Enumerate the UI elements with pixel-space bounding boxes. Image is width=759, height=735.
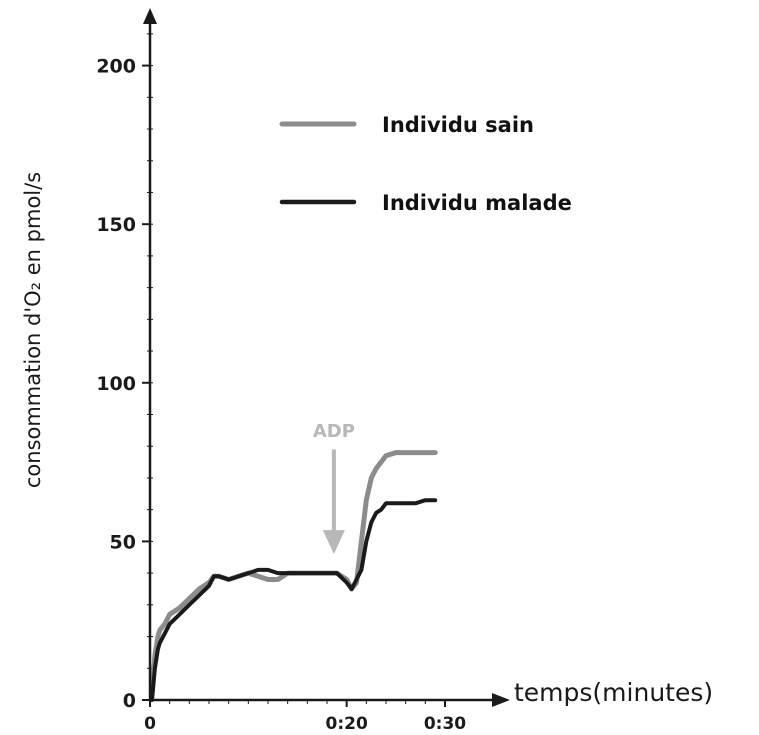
down-arrow-icon (322, 530, 345, 555)
y-axis-arrow-icon (143, 8, 157, 24)
labels-layer: 0 50 100 150 200 0 0:20 0:30 consommation d'O₂ e… (21, 56, 713, 734)
legend-label: Individu sain (382, 113, 534, 137)
x-axis-title: temps(minutes) (514, 678, 713, 707)
legend: Individu sain Individu malade (279, 113, 572, 215)
y-tick-label: 50 (110, 531, 136, 553)
x-tick-label: 0:20 (326, 714, 368, 734)
series-layer (149, 450, 438, 702)
x-tick-label: 0:30 (424, 714, 466, 734)
y-tick-label: 150 (96, 214, 136, 236)
adp-annotation-label: ADP (313, 421, 355, 442)
annotation-layer: ADP (313, 421, 355, 555)
axes-layer (143, 8, 510, 707)
legend-label: Individu malade (382, 191, 572, 215)
series-line-individu-malade (150, 498, 438, 702)
y-tick-label: 100 (96, 373, 136, 395)
y-tick-label: 200 (96, 56, 136, 78)
y-axis-title: consommation d'O₂ en pmol/s (21, 172, 45, 488)
x-tick-label: 0 (144, 714, 156, 734)
x-axis-arrow-icon (492, 693, 510, 707)
y-tick-label: 0 (123, 690, 136, 712)
